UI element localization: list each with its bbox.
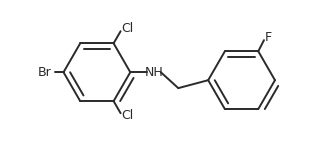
Text: Cl: Cl: [121, 22, 134, 35]
Text: Br: Br: [38, 66, 51, 79]
Text: F: F: [265, 31, 272, 44]
Text: Cl: Cl: [121, 109, 134, 122]
Text: NH: NH: [144, 66, 163, 79]
